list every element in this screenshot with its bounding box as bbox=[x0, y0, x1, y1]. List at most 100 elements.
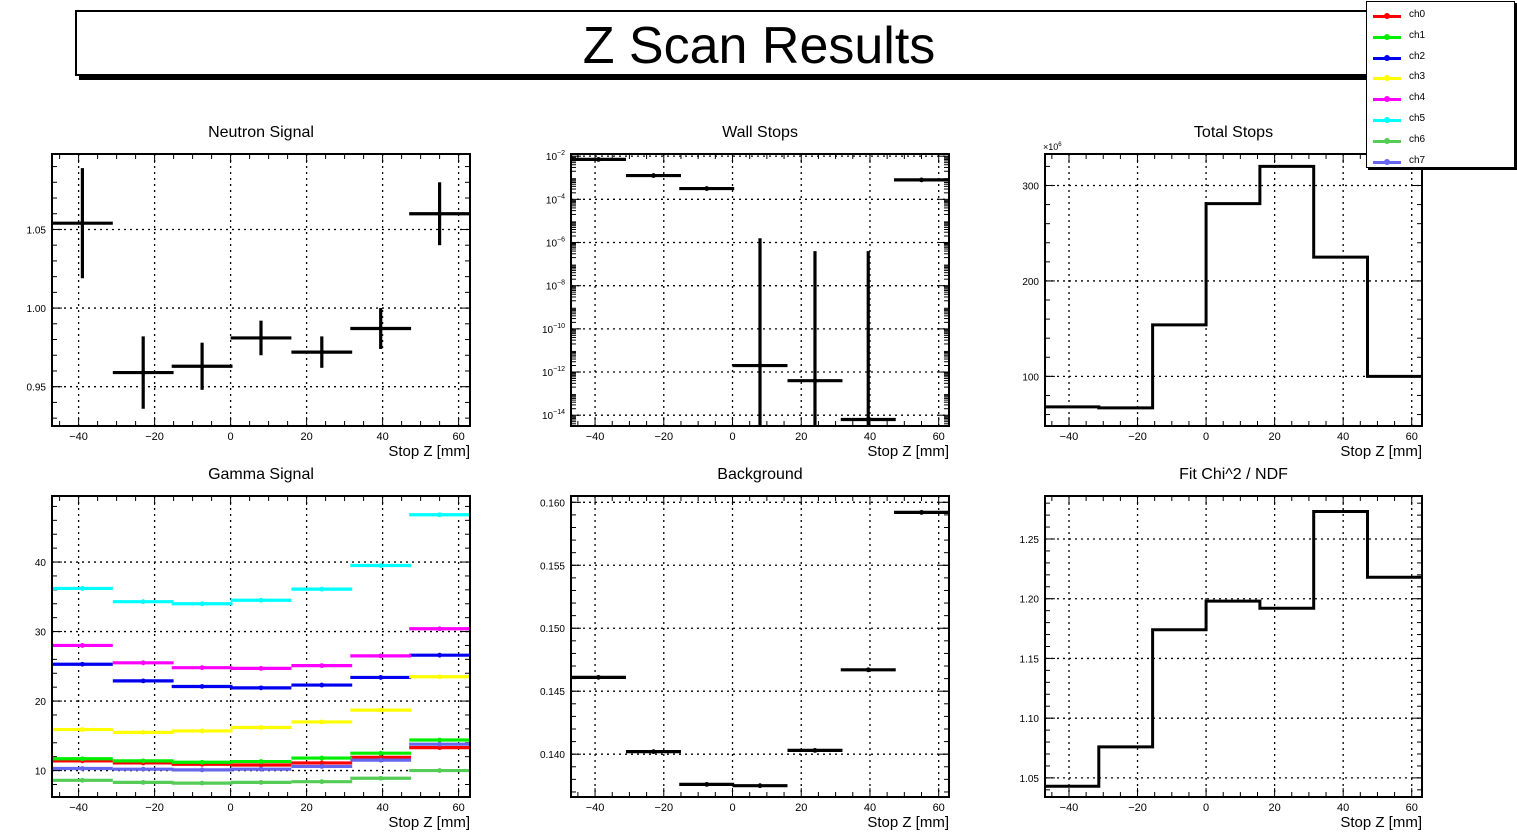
y-tick-label: 100 bbox=[1022, 372, 1039, 383]
data-point-marker bbox=[199, 601, 205, 607]
chart-title: Background bbox=[717, 466, 802, 483]
y-tick-exponent: −8 bbox=[557, 280, 565, 287]
legend-marker bbox=[1384, 75, 1390, 82]
series-ch3 bbox=[52, 674, 470, 735]
data-point-marker bbox=[80, 756, 85, 762]
x-axis-label: Stop Z [mm] bbox=[867, 443, 949, 460]
plot-frame bbox=[51, 153, 471, 427]
y-tick-label: 30 bbox=[35, 628, 47, 639]
data-point-marker bbox=[80, 777, 85, 783]
data-point-marker bbox=[437, 745, 442, 751]
y-tick-base: 10 bbox=[542, 368, 554, 379]
y-tick-label: 10−4 bbox=[546, 193, 565, 206]
x-tick-label: 20 bbox=[300, 802, 312, 814]
legend-entry-ch6: ch6 bbox=[1367, 131, 1514, 151]
y-tick-label: 10−6 bbox=[546, 237, 565, 250]
y-tick-exponent: −12 bbox=[553, 366, 565, 373]
y-tick-label: 1.05 bbox=[1020, 774, 1040, 785]
x-tick-label: −40 bbox=[1060, 802, 1079, 814]
data-point-marker bbox=[199, 780, 205, 786]
data-point-marker bbox=[258, 665, 264, 671]
y-tick-base: 10 bbox=[542, 411, 554, 422]
x-tick-label: 20 bbox=[1269, 802, 1281, 814]
data-point-marker bbox=[199, 767, 205, 773]
data-point-marker bbox=[812, 748, 818, 753]
y-tick-label: 20 bbox=[35, 697, 47, 708]
data-point-marker bbox=[812, 378, 818, 384]
chart-title: Neutron Signal bbox=[208, 124, 314, 141]
data-point-marker bbox=[140, 599, 146, 605]
data-point-marker bbox=[258, 762, 264, 768]
data-point-marker bbox=[140, 370, 146, 375]
x-axis-label: Stop Z [mm] bbox=[388, 814, 470, 831]
data-point-marker bbox=[140, 780, 146, 785]
data-point-marker bbox=[437, 741, 442, 747]
data-point-marker bbox=[80, 220, 85, 226]
chart-total: Total Stops Stop Z [mm] −40 −20 0 20 40 60 100 20… bbox=[1022, 124, 1423, 460]
y-tick-label: 40 bbox=[35, 558, 47, 569]
y-tick-label: 10−8 bbox=[546, 280, 565, 293]
x-tick-label: 60 bbox=[933, 431, 945, 443]
y-tick-exponent: −2 bbox=[557, 150, 565, 157]
page-title: Z Scan Results bbox=[582, 17, 936, 75]
data-point-marker bbox=[80, 727, 85, 732]
legend-marker bbox=[1384, 117, 1390, 123]
data-point-marker bbox=[199, 684, 205, 689]
data-point-marker bbox=[378, 750, 384, 756]
y-tick-label: 0.155 bbox=[540, 561, 565, 572]
legend-marker bbox=[1384, 33, 1390, 40]
data-point-marker bbox=[865, 667, 871, 673]
data-point-marker bbox=[437, 674, 442, 680]
x-tick-label: 60 bbox=[452, 431, 464, 443]
legend-entry-ch7: ch7 bbox=[1367, 152, 1514, 172]
data-point-marker bbox=[258, 725, 264, 730]
y-tick-base: 10 bbox=[542, 325, 554, 336]
plot-frame bbox=[570, 495, 950, 798]
data-point-marker bbox=[437, 737, 442, 743]
y-tick-label: 1.10 bbox=[1020, 714, 1040, 725]
x-axis-label: Stop Z [mm] bbox=[867, 814, 949, 831]
x-tick-label: 0 bbox=[1203, 431, 1209, 443]
x-tick-label: −40 bbox=[69, 802, 88, 814]
y-tick-label: 10−10 bbox=[542, 323, 565, 336]
x-tick-label: 20 bbox=[795, 431, 807, 443]
x-tick-label: 60 bbox=[452, 802, 464, 814]
histogram-line bbox=[1045, 510, 1422, 788]
chart-title: Gamma Signal bbox=[208, 466, 314, 483]
x-tick-label: −40 bbox=[69, 431, 88, 443]
y-tick-label: 0.150 bbox=[540, 624, 565, 635]
data-point-marker bbox=[258, 335, 264, 341]
x-tick-label: 0 bbox=[729, 802, 735, 814]
x-axis-label: Stop Z [mm] bbox=[388, 443, 470, 460]
data-point-marker bbox=[319, 349, 325, 355]
series-ch5 bbox=[52, 512, 470, 607]
y-tick-label: 1.00 bbox=[27, 304, 47, 315]
data-point-marker bbox=[140, 766, 146, 772]
x-tick-label: −20 bbox=[654, 802, 673, 814]
legend-entry-ch5: ch5 bbox=[1367, 110, 1514, 130]
x-tick-label: −20 bbox=[1128, 802, 1147, 814]
x-tick-label: −40 bbox=[1060, 431, 1079, 443]
legend-label: ch1 bbox=[1409, 29, 1426, 41]
data-point-marker bbox=[596, 674, 601, 680]
data-point-marker bbox=[80, 643, 85, 648]
data-point-marker bbox=[378, 775, 384, 781]
title-box: Z Scan Results bbox=[75, 10, 1443, 76]
data-point-marker bbox=[757, 783, 763, 789]
x-tick-label: −40 bbox=[586, 802, 605, 814]
data-point-marker bbox=[378, 653, 384, 659]
y-tick-label: 1.20 bbox=[1020, 595, 1040, 606]
data-point-marker bbox=[319, 760, 325, 766]
plot-frame bbox=[570, 153, 950, 427]
legend-label: ch3 bbox=[1409, 71, 1426, 83]
legend-marker bbox=[1384, 96, 1390, 103]
x-tick-label: 0 bbox=[729, 431, 735, 443]
legend-marker bbox=[1384, 54, 1390, 61]
data-point-marker bbox=[378, 707, 384, 713]
data-point-marker bbox=[865, 417, 871, 422]
legend-label: ch7 bbox=[1409, 154, 1426, 166]
y-tick-base: 10 bbox=[546, 152, 558, 163]
y-tick-label: 10 bbox=[35, 767, 47, 778]
x-tick-label: −20 bbox=[145, 802, 164, 814]
